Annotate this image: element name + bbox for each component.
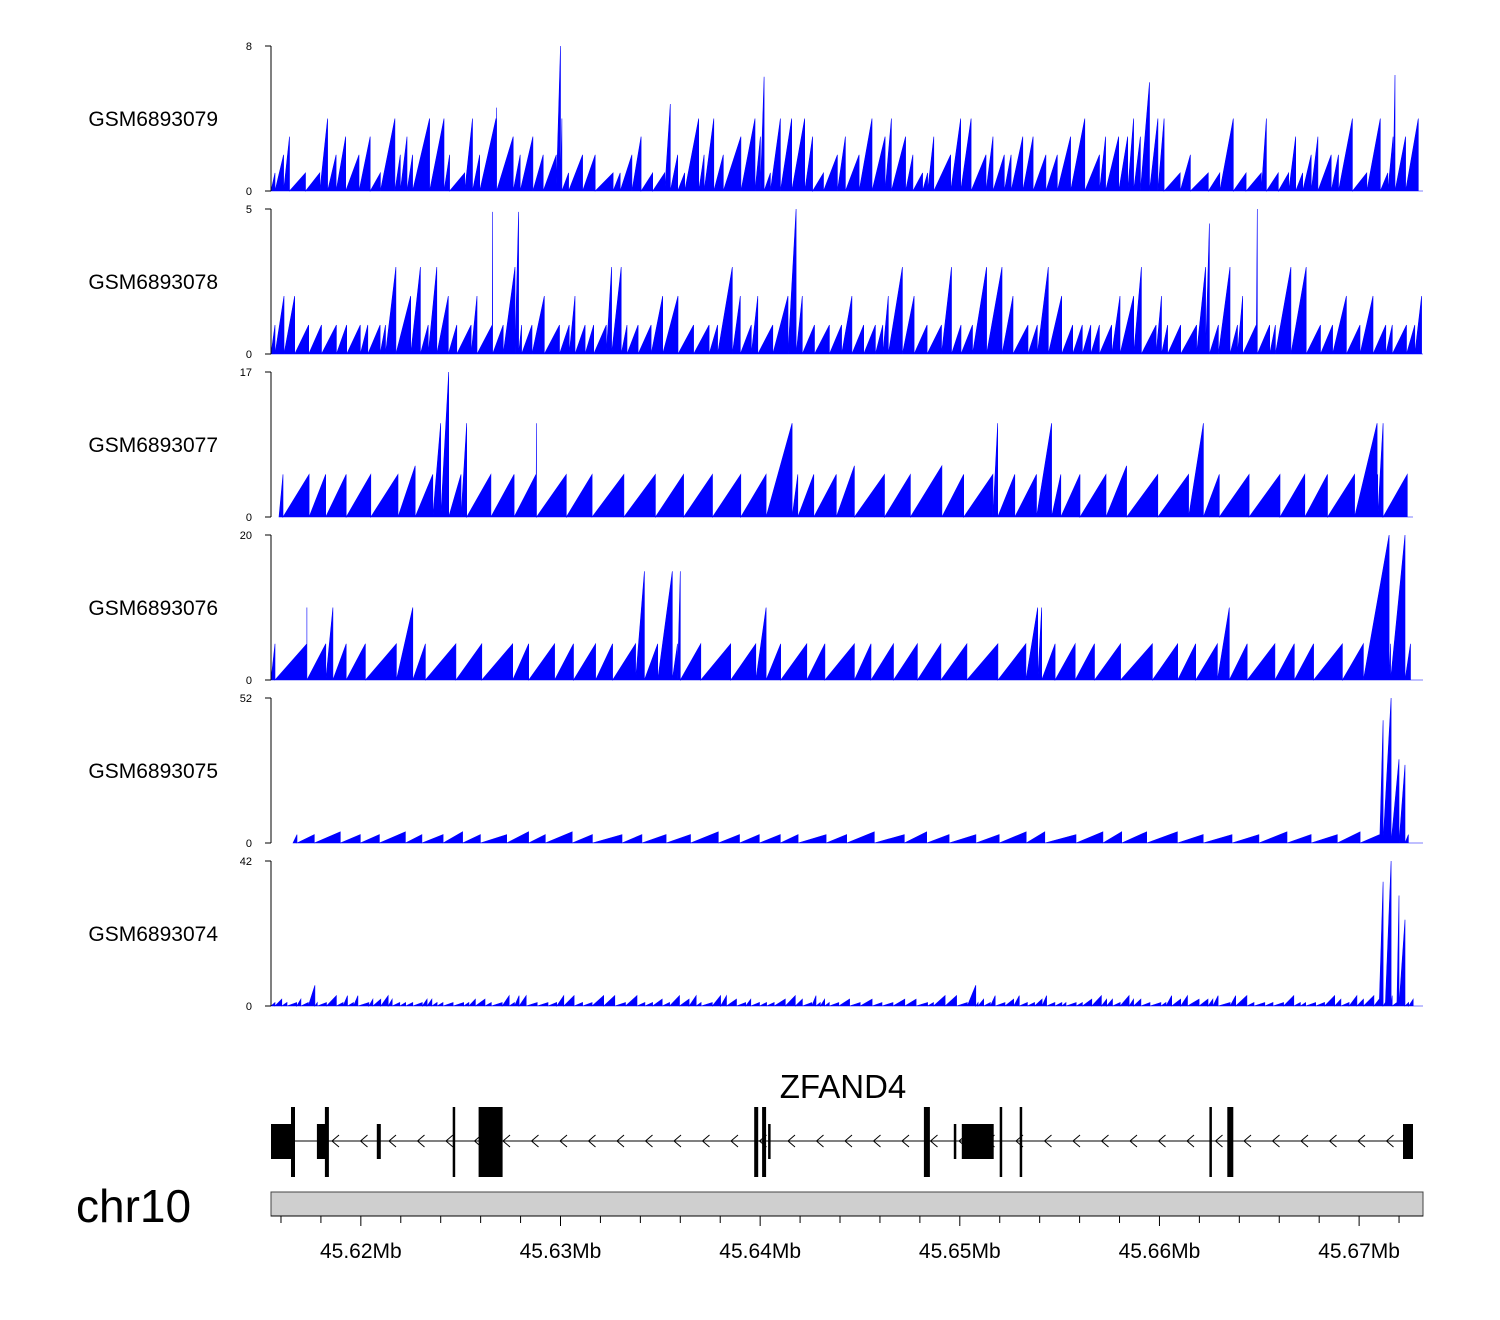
strand-arrow-icon bbox=[1214, 1134, 1223, 1148]
exon bbox=[754, 1107, 759, 1177]
exon bbox=[1209, 1107, 1212, 1177]
exon bbox=[961, 1124, 994, 1159]
strand-arrow-icon bbox=[815, 1134, 824, 1148]
exon bbox=[324, 1107, 329, 1177]
exon bbox=[1019, 1107, 1023, 1177]
track-label: GSM6893079 bbox=[88, 108, 218, 131]
strand-arrow-icon bbox=[1357, 1134, 1366, 1148]
exon bbox=[271, 1124, 293, 1159]
y-axis-max-label: 5 bbox=[246, 204, 252, 216]
coverage-area bbox=[270, 208, 1423, 355]
strand-arrow-icon bbox=[1271, 1134, 1280, 1148]
y-axis-min-label: 0 bbox=[246, 1001, 252, 1013]
coverage-track: GSM6893079 8 0 bbox=[88, 41, 1423, 198]
strand-arrow-icon bbox=[929, 1134, 938, 1148]
strand-arrow-icon bbox=[644, 1134, 653, 1148]
coverage-track: GSM6893075 52 0 bbox=[88, 693, 1423, 850]
y-axis-max-label: 17 bbox=[240, 367, 252, 379]
strand-arrow-icon bbox=[844, 1134, 853, 1148]
coverage-area bbox=[292, 697, 1423, 844]
y-axis-max-label: 8 bbox=[246, 41, 252, 53]
coverage-track: GSM6893074 42 0 bbox=[88, 856, 1423, 1013]
coverage-track: GSM6893077 17 0 bbox=[88, 367, 1413, 524]
track-label: GSM6893078 bbox=[88, 271, 218, 294]
y-axis-max-label: 20 bbox=[240, 530, 252, 542]
gene-model-track: ZFAND4 bbox=[271, 1068, 1414, 1177]
x-axis-tick-label: 45.67Mb bbox=[1318, 1240, 1400, 1263]
strand-arrow-icon bbox=[1186, 1134, 1195, 1148]
x-axis-tick-label: 45.63Mb bbox=[520, 1240, 602, 1263]
chromosome-bar bbox=[270, 1191, 1424, 1217]
exon bbox=[316, 1124, 327, 1159]
exon bbox=[376, 1124, 381, 1159]
y-axis-min-label: 0 bbox=[246, 349, 252, 361]
y-axis-min-label: 0 bbox=[246, 675, 252, 687]
strand-arrow-icon bbox=[730, 1134, 739, 1148]
strand-arrow-icon bbox=[445, 1134, 454, 1148]
strand-arrow-icon bbox=[1328, 1134, 1337, 1148]
strand-arrow-icon bbox=[1072, 1134, 1081, 1148]
coverage-area bbox=[270, 860, 1423, 1008]
exon bbox=[452, 1107, 456, 1177]
exon bbox=[291, 1107, 295, 1177]
strand-arrow-icon bbox=[331, 1134, 340, 1148]
track-label: GSM6893076 bbox=[88, 597, 218, 620]
strand-arrow-icon bbox=[1129, 1134, 1138, 1148]
y-axis-min-label: 0 bbox=[246, 186, 252, 198]
genome-axis: 45.62Mb 45.63Mb 45.64Mb 45.65Mb 45.66Mb 45.67… bbox=[271, 1215, 1423, 1263]
track-label: GSM6893074 bbox=[88, 923, 218, 946]
strand-arrow-icon bbox=[1157, 1134, 1166, 1148]
strand-arrow-icon bbox=[616, 1134, 625, 1148]
exon bbox=[478, 1107, 503, 1177]
strand-arrow-icon bbox=[787, 1134, 796, 1148]
strand-arrow-icon bbox=[1043, 1134, 1052, 1148]
strand-arrow-icon bbox=[359, 1134, 368, 1148]
strand-arrow-icon bbox=[530, 1134, 539, 1148]
x-axis-tick-label: 45.64Mb bbox=[719, 1240, 801, 1263]
y-axis-max-label: 52 bbox=[240, 693, 252, 705]
exon bbox=[1227, 1107, 1234, 1177]
strand-arrow-icon bbox=[388, 1134, 397, 1148]
coverage-track: GSM6893078 5 0 bbox=[88, 204, 1423, 361]
coverage-tracks: GSM689307980GSM689307850GSM6893077170GSM… bbox=[88, 41, 1423, 1013]
x-axis-tick-label: 45.65Mb bbox=[919, 1240, 1001, 1263]
chromosome-ideogram-track: chr10 bbox=[76, 1180, 1424, 1232]
exon bbox=[1403, 1124, 1413, 1159]
strand-arrow-icon bbox=[1385, 1134, 1394, 1148]
strand-arrow-icon bbox=[587, 1134, 596, 1148]
exon bbox=[999, 1107, 1003, 1177]
coverage-area bbox=[278, 371, 1413, 519]
exon bbox=[923, 1107, 930, 1177]
gene-name-label: ZFAND4 bbox=[780, 1068, 907, 1105]
strand-arrow-icon bbox=[673, 1134, 682, 1148]
coverage-area bbox=[270, 534, 1423, 682]
strand-arrow-icon bbox=[901, 1134, 910, 1148]
exon bbox=[953, 1124, 957, 1159]
strand-arrow-icon bbox=[1300, 1134, 1309, 1148]
chromosome-label: chr10 bbox=[76, 1180, 191, 1232]
coverage-track: GSM6893076 20 0 bbox=[88, 530, 1423, 687]
coverage-area bbox=[270, 45, 1423, 193]
y-axis-min-label: 0 bbox=[246, 838, 252, 850]
strand-arrow-icon bbox=[502, 1134, 511, 1148]
y-axis-min-label: 0 bbox=[246, 512, 252, 524]
x-axis-tick-label: 45.66Mb bbox=[1119, 1240, 1201, 1263]
track-label: GSM6893077 bbox=[88, 434, 218, 457]
strand-arrow-icon bbox=[559, 1134, 568, 1148]
x-axis-tick-label: 45.62Mb bbox=[320, 1240, 402, 1263]
y-axis-max-label: 42 bbox=[240, 856, 252, 868]
strand-arrow-icon bbox=[872, 1134, 881, 1148]
track-label: GSM6893075 bbox=[88, 760, 218, 783]
strand-arrow-icon bbox=[1100, 1134, 1109, 1148]
strand-arrow-icon bbox=[1243, 1134, 1252, 1148]
strand-arrow-icon bbox=[701, 1134, 710, 1148]
exon bbox=[762, 1107, 767, 1177]
exon bbox=[768, 1124, 771, 1159]
strand-arrow-icon bbox=[416, 1134, 425, 1148]
